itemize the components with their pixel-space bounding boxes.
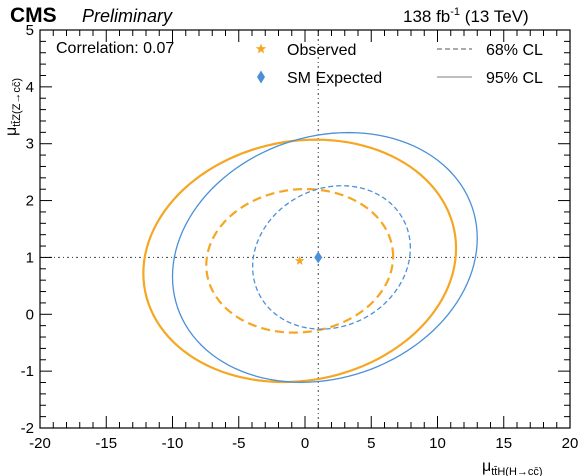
x-tick-label: 10 [429,435,446,452]
x-axis-title: μtt̄H(H→cc̄) [482,458,543,476]
x-tick-label: 20 [562,435,579,452]
x-tick-label: 5 [367,435,375,452]
preliminary-label: Preliminary [82,6,173,26]
y-tick-label: -1 [21,363,34,380]
legend-expected-icon [257,70,265,84]
y-tick-label: 3 [26,136,34,153]
x-tick-label: -10 [162,435,184,452]
legend-95cl-label: 95% CL [486,70,543,87]
y-axis-title: μtt̄Z(Z→cc̄) [3,78,23,136]
observed-95cl-contour [142,138,458,384]
observed-68cl-contour [205,187,395,334]
expected-95cl-contour [171,131,478,383]
luminosity-label: 138 fb-1 (13 TeV) [403,6,529,26]
x-tick-label: 15 [495,435,512,452]
plot-frame [39,29,571,429]
legend-observed-label: Observed [287,42,356,59]
x-tick-label: -20 [29,435,51,452]
legend-68cl-label: 68% CL [486,42,543,59]
y-tick-label: 0 [26,306,34,323]
legend: Observed SM Expected 68% CL 95% CL [255,42,543,87]
expected-68cl-contour [252,185,411,330]
x-tick-label: 0 [301,435,309,452]
y-tick-label: 2 [26,193,34,210]
y-tick-label: 4 [26,79,34,96]
legend-observed-icon [255,43,267,54]
y-tick-label: -2 [21,420,34,437]
x-tick-label: -5 [232,435,245,452]
x-tick-label: -15 [95,435,117,452]
y-tick-label: 1 [26,249,34,266]
axis-ticks [39,29,571,429]
observed-star-marker [294,255,305,265]
cms-label: CMS [10,4,57,27]
legend-expected-label: SM Expected [287,70,382,87]
correlation-label: Correlation: 0.07 [56,40,174,57]
y-tick-label: 5 [26,22,34,39]
expected-diamond-marker [314,251,323,264]
